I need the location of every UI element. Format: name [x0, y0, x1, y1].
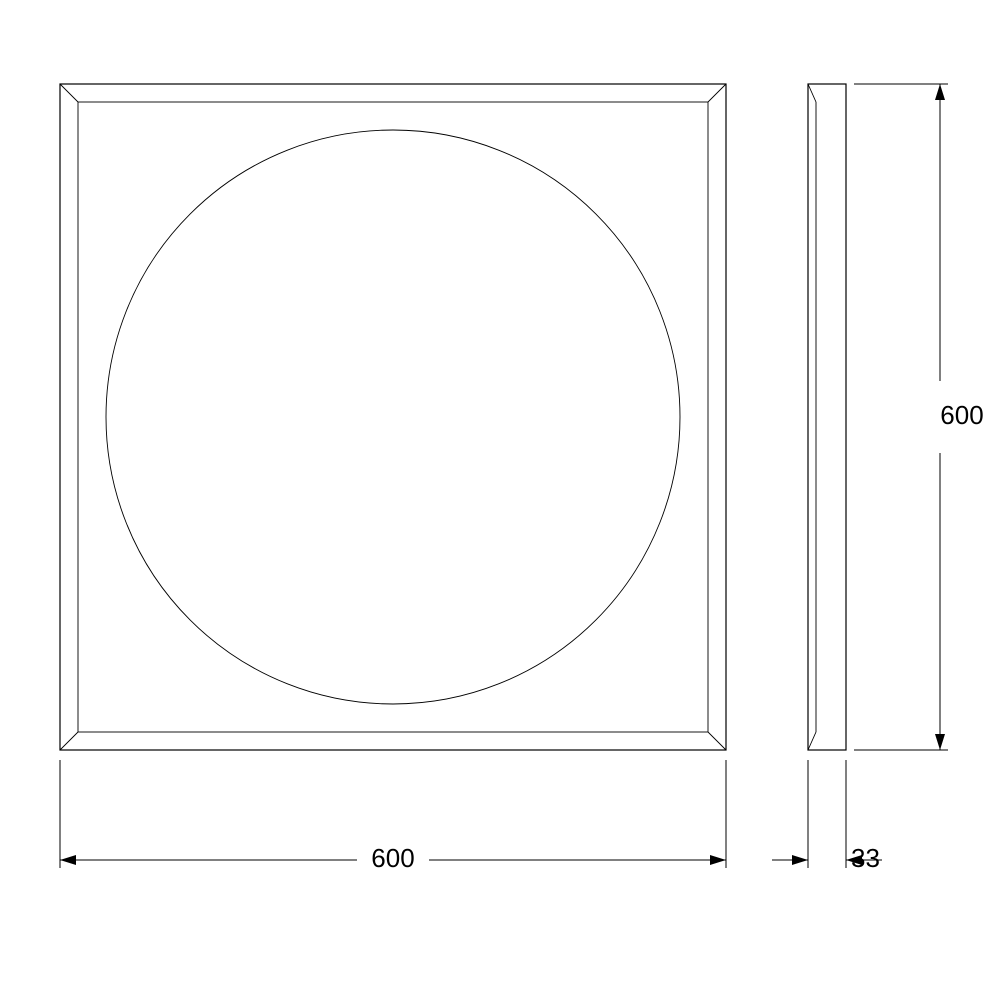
dimension-label: 33 [851, 843, 880, 873]
technical-drawing: 600 33 600 [0, 0, 1000, 1000]
dimension-label: 600 [940, 400, 983, 430]
dimension-label: 600 [371, 843, 414, 873]
